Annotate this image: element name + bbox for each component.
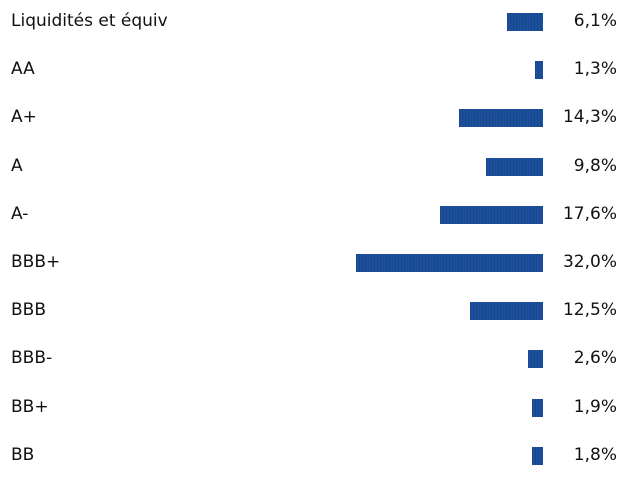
- value-label: 6,1%: [573, 11, 617, 31]
- bar: [535, 61, 543, 80]
- category-label: BB+: [11, 396, 49, 417]
- category-label: BBB: [11, 300, 46, 321]
- bar: [459, 109, 543, 128]
- chart-row: BB 1,8%: [0, 434, 621, 482]
- value-label: 32,0%: [562, 252, 617, 272]
- chart-row: A 9,8%: [0, 145, 621, 193]
- chart-row: A+ 14,3%: [0, 96, 621, 144]
- bar: [469, 302, 543, 321]
- value-label: 17,6%: [562, 203, 617, 224]
- chart-row: BB+ 1,9%: [0, 386, 621, 434]
- category-label: A+: [11, 107, 37, 128]
- chart-row: BBB- 2,6%: [0, 337, 621, 385]
- bar: [440, 205, 543, 224]
- value-label: 1,9%: [573, 396, 617, 417]
- category-label: BBB+: [11, 252, 61, 272]
- category-label: A-: [11, 203, 29, 224]
- chart-row: A- 17,6%: [0, 193, 621, 241]
- value-label: 1,8%: [573, 444, 617, 465]
- value-label: 14,3%: [562, 107, 617, 128]
- chart-row: Liquidités et équiv 6,1%: [0, 0, 621, 48]
- value-label: 9,8%: [573, 155, 617, 176]
- bar: [507, 13, 543, 31]
- bar: [531, 398, 543, 417]
- category-label: A: [11, 155, 23, 176]
- value-label: 1,3%: [573, 59, 617, 80]
- chart-row: BBB 12,5%: [0, 289, 621, 337]
- category-label: BB: [11, 444, 35, 465]
- rating-bar-chart: Liquidités et équiv 6,1% AA 1,3% A+ 14,3% A 9,8…: [0, 0, 621, 465]
- bar: [356, 254, 543, 272]
- bar: [527, 350, 543, 369]
- chart-row: AA 1,3%: [0, 48, 621, 96]
- category-label: AA: [11, 59, 35, 80]
- category-label: Liquidités et équiv: [11, 11, 168, 31]
- bar: [532, 446, 543, 465]
- chart-row: BBB+ 32,0%: [0, 241, 621, 289]
- bar: [485, 157, 543, 176]
- value-label: 2,6%: [573, 348, 617, 369]
- category-label: BBB-: [11, 348, 53, 369]
- value-label: 12,5%: [562, 300, 617, 321]
